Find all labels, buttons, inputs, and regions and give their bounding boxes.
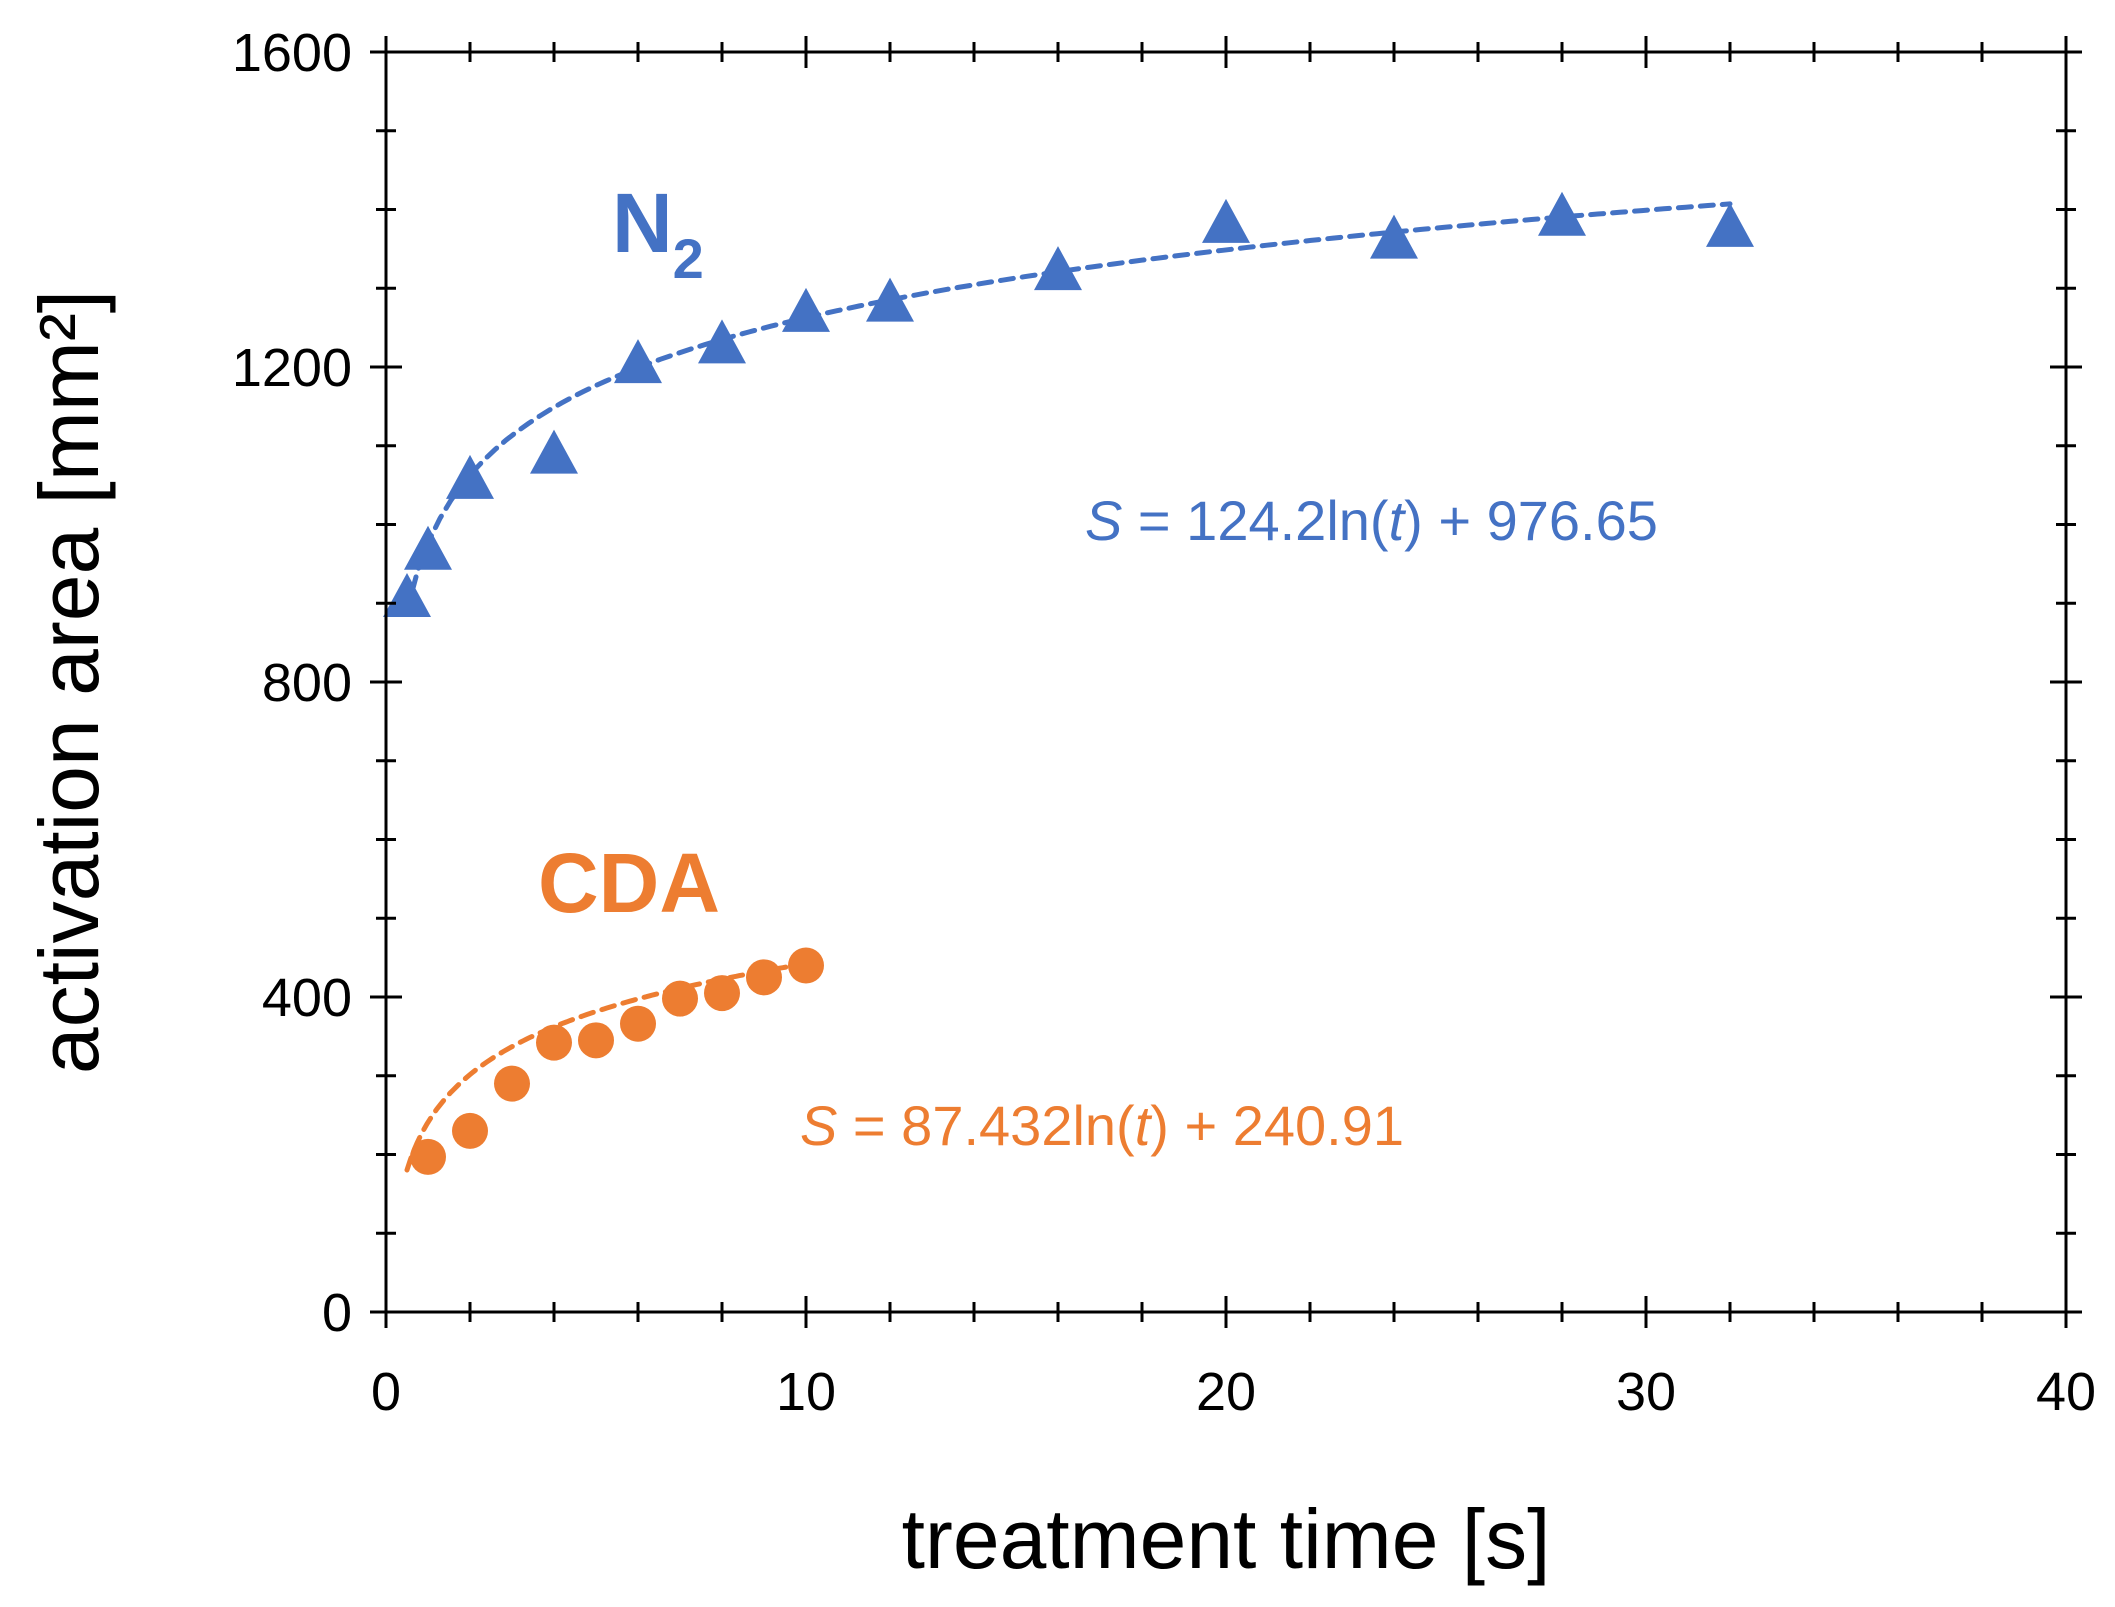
data-point-triangle bbox=[866, 277, 914, 322]
y-tick-label: 400 bbox=[262, 968, 352, 1028]
data-point-triangle bbox=[404, 525, 452, 570]
y-tick-label: 0 bbox=[322, 1283, 352, 1343]
y-tick-label: 1600 bbox=[232, 23, 352, 83]
axis-ticks bbox=[370, 36, 2082, 1328]
data-point-triangle bbox=[1202, 198, 1250, 243]
data-point-triangle bbox=[530, 429, 578, 474]
series-label-n2: N2 bbox=[612, 176, 704, 290]
data-point-triangle bbox=[698, 319, 746, 364]
data-point-circle bbox=[746, 959, 782, 996]
y-tick-label: 800 bbox=[262, 653, 352, 713]
data-point-circle bbox=[620, 1005, 656, 1042]
data-point-triangle bbox=[1034, 246, 1082, 291]
y-tick-label: 1200 bbox=[232, 338, 352, 398]
x-tick-label: 0 bbox=[371, 1362, 401, 1422]
x-tick-label: 10 bbox=[776, 1362, 836, 1422]
x-tick-label: 30 bbox=[1616, 1362, 1676, 1422]
data-point-triangle bbox=[1706, 202, 1754, 247]
fit-line-1 bbox=[404, 961, 809, 1173]
data-point-triangle bbox=[383, 572, 431, 617]
data-point-triangle bbox=[782, 287, 830, 332]
equation-cda: S = 87.432ln(t) + 240.91 bbox=[800, 1094, 1404, 1157]
data-point-circle bbox=[410, 1138, 446, 1175]
data-point-circle bbox=[704, 975, 740, 1012]
data-point-triangle bbox=[446, 454, 494, 499]
data-point-circle bbox=[452, 1112, 488, 1149]
data-point-circle bbox=[578, 1022, 614, 1059]
data-point-circle bbox=[536, 1024, 572, 1061]
data-point-circle bbox=[788, 947, 824, 984]
x-axis-title: treatment time [s] bbox=[902, 1492, 1551, 1586]
equation-n2: S = 124.2ln(t) + 976.65 bbox=[1085, 489, 1658, 552]
data-point-triangle bbox=[614, 339, 662, 384]
y-axis-title: activation area [mm²] bbox=[22, 290, 116, 1074]
x-tick-label: 40 bbox=[2036, 1362, 2096, 1422]
data-point-circle bbox=[662, 980, 698, 1017]
data-points bbox=[383, 191, 1754, 1175]
data-point-triangle bbox=[1538, 191, 1586, 236]
data-point-triangle bbox=[1370, 214, 1418, 259]
x-tick-label: 20 bbox=[1196, 1362, 1256, 1422]
series-label-cda: CDA bbox=[538, 836, 720, 930]
data-point-circle bbox=[494, 1065, 530, 1102]
